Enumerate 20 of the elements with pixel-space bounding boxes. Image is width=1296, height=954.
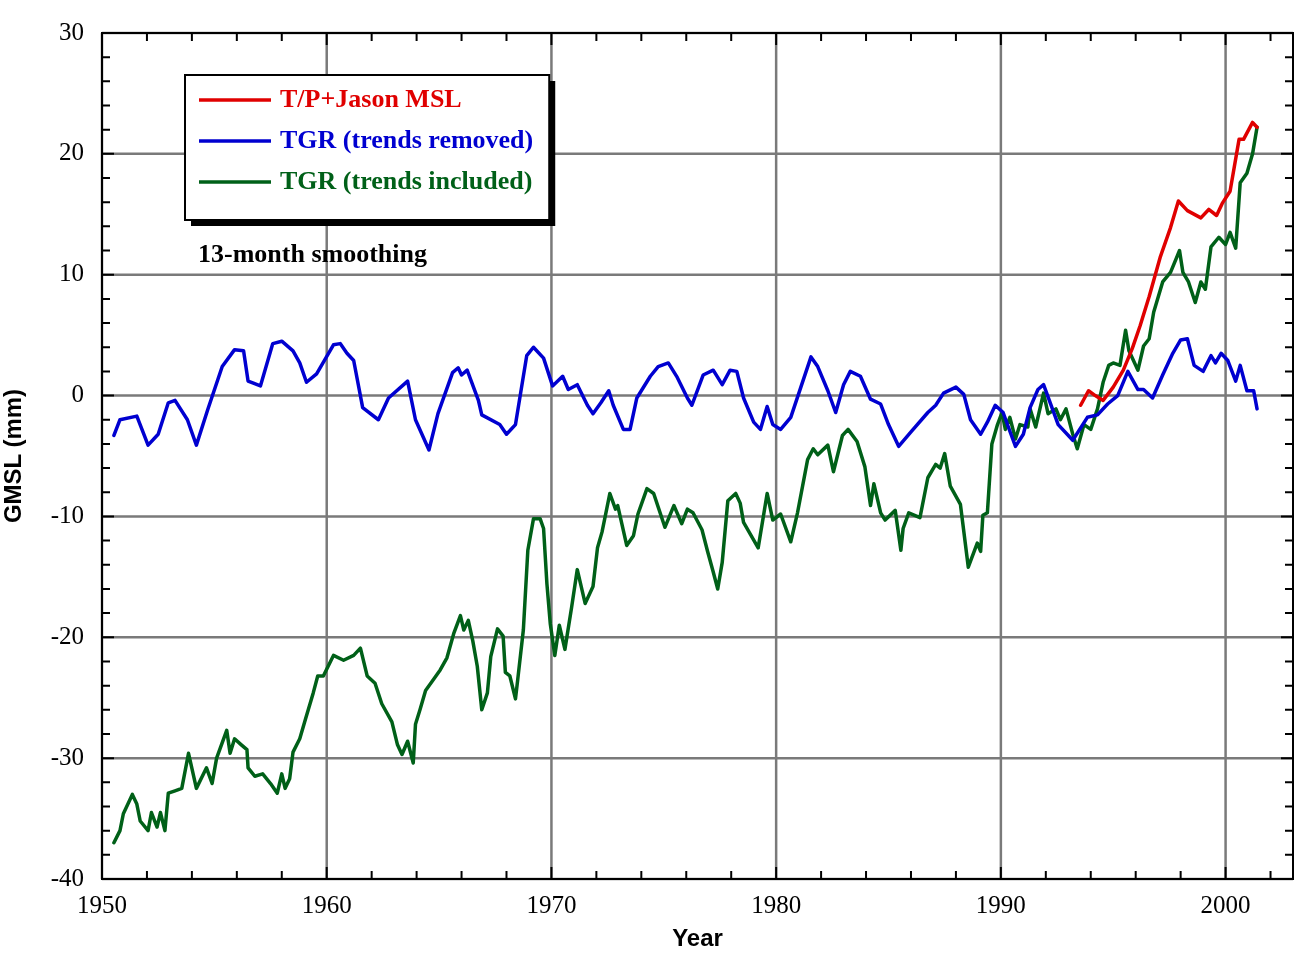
- annotation: 13-month smoothing: [198, 238, 427, 268]
- y-tick-label: 20: [59, 138, 84, 166]
- x-tick-label: 1950: [77, 890, 127, 918]
- y-tick-label: -40: [50, 863, 84, 891]
- y-axis-title: GMSL (mm): [0, 388, 27, 524]
- y-tick-label: -10: [50, 500, 84, 528]
- y-tick-label: -30: [50, 742, 84, 770]
- y-tick-label: 0: [71, 380, 84, 408]
- x-tick-label: 1990: [975, 890, 1026, 918]
- y-tick-label: -20: [50, 621, 84, 649]
- x-tick-label: 1960: [301, 890, 352, 918]
- legend-label: T/P+Jason MSL: [280, 83, 462, 113]
- x-axis-title: Year: [672, 924, 723, 952]
- x-tick-label: 1980: [751, 890, 802, 918]
- y-tick-label: 10: [59, 259, 84, 287]
- legend-label: TGR (trends included): [280, 165, 533, 195]
- x-tick-label: 2000: [1200, 890, 1251, 918]
- legend-label: TGR (trends removed): [280, 124, 534, 154]
- y-tick-label: 30: [59, 17, 84, 45]
- x-tick-label: 1970: [526, 890, 577, 918]
